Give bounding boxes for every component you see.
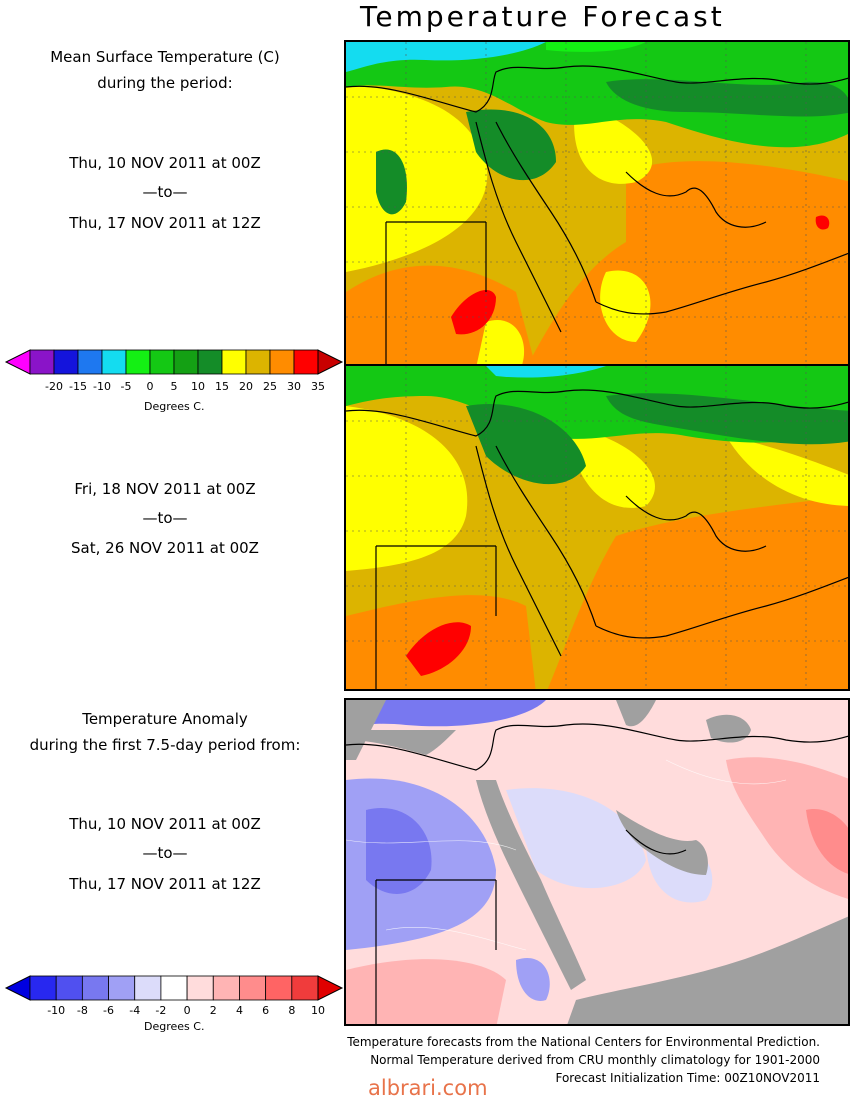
anomaly-scale-swatch (108, 975, 136, 1001)
temp-scale-swatch (293, 349, 319, 375)
panel2-to: —to— (142, 509, 188, 527)
temp-scale-tick-label: 15 (215, 380, 229, 393)
anomaly-scale-swatch (186, 975, 214, 1001)
temperature-color-scale: -20 -15 -10 -5 0 5 10 15 20 25 30 35 Degrees C. (4, 348, 344, 418)
anomaly-scale-swatch (291, 975, 319, 1001)
panel1-start-date: Thu, 10 NOV 2011 at 00Z (69, 154, 261, 172)
panel1-heading-line1: Mean Surface Temperature (C) (50, 48, 280, 66)
temperature-map-week2 (344, 364, 850, 691)
temp-scale-tick-label: -5 (121, 380, 132, 393)
anomaly-scale-tick-label: 0 (184, 1004, 191, 1017)
brand-watermark: albrari.com (368, 1076, 488, 1100)
panel3-end-date: Thu, 17 NOV 2011 at 12Z (69, 875, 261, 893)
temperature-anomaly-map (344, 698, 850, 1026)
anomaly-scale-swatch (212, 975, 240, 1001)
anomaly-scale-tick-label: -8 (77, 1004, 88, 1017)
temp-scale-swatch (197, 349, 223, 375)
anomaly-scale-swatch (239, 975, 267, 1001)
anomaly-scale-tick-label: -4 (129, 1004, 140, 1017)
temp-scale-swatch (101, 349, 127, 375)
anomaly-scale-swatch (29, 975, 57, 1001)
temp-scale-swatch (245, 349, 271, 375)
temp-scale-arrow-high (317, 349, 344, 375)
temp-scale-unit-label: Degrees C. (144, 400, 204, 413)
temp-scale-tick-label: 10 (191, 380, 205, 393)
panel1-heading-line2: during the period: (97, 74, 233, 92)
temperature-scale-graphic: -20 -15 -10 -5 0 5 10 15 20 25 30 35 Degrees C. (4, 349, 344, 413)
anomaly-scale-unit-label: Degrees C. (144, 1020, 204, 1033)
temp-scale-tick-label: -10 (93, 380, 111, 393)
panel3-heading-line1: Temperature Anomaly (82, 710, 248, 728)
panel1-end-date: Thu, 17 NOV 2011 at 12Z (69, 214, 261, 232)
temp-scale-swatch (77, 349, 103, 375)
anomaly-scale-swatch (134, 975, 162, 1001)
anomaly-scale-tick-label: 4 (236, 1004, 243, 1017)
temp-scale-tick-label: 20 (239, 380, 253, 393)
temp-scale-swatch (173, 349, 199, 375)
anomaly-scale-swatch (55, 975, 83, 1001)
panel3-start-date: Thu, 10 NOV 2011 at 00Z (69, 815, 261, 833)
temp-scale-tick-label: 35 (311, 380, 325, 393)
panel2-end-date: Sat, 26 NOV 2011 at 00Z (71, 539, 259, 557)
anomaly-scale-tick-label: -10 (47, 1004, 65, 1017)
temp-scale-swatch (53, 349, 79, 375)
anomaly-scale-tick-label: 6 (262, 1004, 269, 1017)
anomaly-scale-swatch (81, 975, 109, 1001)
anomaly-color-scale: -10 -8 -6 -4 -2 0 2 4 6 8 10 Degrees C. (4, 974, 344, 1036)
temp-scale-swatch (125, 349, 151, 375)
temperature-map-week1 (344, 40, 850, 366)
anomaly-scale-tick-label: -2 (155, 1004, 166, 1017)
temp-scale-swatch (29, 349, 55, 375)
anomaly-scale-swatch (265, 975, 293, 1001)
anomaly-scale-tick-label: -6 (103, 1004, 114, 1017)
anomaly-scale-arrow-high (317, 975, 344, 1001)
temp-scale-tick-label: -20 (45, 380, 63, 393)
temp-scale-tick-label: 30 (287, 380, 301, 393)
temp-scale-swatch (149, 349, 175, 375)
temp-scale-swatch (269, 349, 295, 375)
anomaly-scale-arrow-low (4, 975, 31, 1001)
panel3-heading-line2: during the first 7.5-day period from: (29, 736, 301, 754)
temp-scale-tick-label: 5 (171, 380, 178, 393)
anomaly-scale-tick-label: 8 (288, 1004, 295, 1017)
panel2-start-date: Fri, 18 NOV 2011 at 00Z (74, 480, 256, 498)
anomaly-scale-tick-label: 2 (210, 1004, 217, 1017)
temp-scale-arrow-low (4, 349, 31, 375)
footer-climatology-line: Normal Temperature derived from CRU mont… (370, 1053, 820, 1067)
anomaly-scale-graphic: -10 -8 -6 -4 -2 0 2 4 6 8 10 Degrees C. (4, 975, 344, 1033)
page-title: Temperature Forecast (360, 0, 725, 33)
temp-scale-tick-label: 0 (147, 380, 154, 393)
anomaly-scale-swatch (160, 975, 188, 1001)
footer-init-time: Forecast Initialization Time: 00Z10NOV20… (555, 1071, 820, 1085)
footer-source-line: Temperature forecasts from the National … (347, 1035, 820, 1049)
panel3-to: —to— (142, 844, 188, 862)
anomaly-scale-tick-label: 10 (311, 1004, 325, 1017)
panel1-to: —to— (142, 183, 188, 201)
temp-scale-tick-label: 25 (263, 380, 277, 393)
temp-scale-tick-label: -15 (69, 380, 87, 393)
temp-scale-swatch (221, 349, 247, 375)
